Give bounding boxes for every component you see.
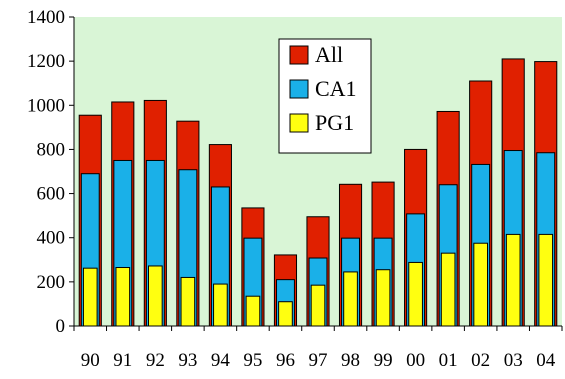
- legend-label-ca1: CA1: [315, 76, 357, 101]
- legend-label-all: All: [315, 42, 343, 67]
- y-tick-label: 200: [37, 272, 66, 293]
- bar-pg1-98: [343, 271, 358, 327]
- x-tick-label: 04: [536, 350, 556, 371]
- bar-pg1-01: [440, 252, 456, 327]
- y-tick-label: 1400: [27, 7, 65, 28]
- x-axis: 90 91 92 93 94 95 96 97 98 99 00 01 02 03 04: [73, 326, 563, 371]
- x-tick-label: 99: [374, 350, 393, 371]
- y-axis: 0 200 400 600 800 1000 1200 1400: [27, 7, 74, 337]
- x-tick-label: 94: [211, 350, 231, 371]
- x-tick-label: 95: [243, 350, 262, 371]
- bar-pg1-91: [115, 267, 131, 327]
- bar-pg1-90: [82, 267, 98, 327]
- bar-pg1-02: [473, 242, 488, 327]
- y-tick-label: 1000: [27, 95, 65, 116]
- y-tick-label: 0: [56, 316, 66, 337]
- x-tick-label: 91: [113, 350, 132, 371]
- bar-pg1-97: [310, 284, 326, 327]
- y-tick-label: 1200: [27, 51, 65, 72]
- legend-label-pg1: PG1: [315, 110, 354, 135]
- bar-pg1-99: [375, 269, 391, 327]
- x-tick-label: 93: [178, 350, 197, 371]
- x-tick-label: 03: [504, 350, 523, 371]
- legend-swatch-all: [289, 45, 309, 65]
- bar-pg1-96: [278, 301, 293, 327]
- bar-pg1-94: [213, 283, 228, 327]
- x-tick-label: 98: [341, 350, 360, 371]
- bar-pg1-00: [408, 261, 423, 327]
- x-tick-label: 90: [81, 350, 100, 371]
- bar-pg1-92: [148, 265, 163, 327]
- x-tick-label: 92: [146, 350, 165, 371]
- legend-swatch-ca1: [289, 79, 309, 99]
- y-tick-label: 800: [37, 139, 66, 160]
- bar-pg1-95: [245, 295, 261, 327]
- y-tick-label: 600: [37, 184, 66, 205]
- bar-pg1-93: [180, 276, 196, 327]
- legend-swatch-pg1: [289, 113, 309, 133]
- x-tick-label: 00: [406, 350, 425, 371]
- x-tick-label: 02: [471, 350, 490, 371]
- y-tick-label: 400: [37, 228, 66, 249]
- bar-pg1-03: [505, 233, 521, 327]
- x-tick-label: 01: [439, 350, 458, 371]
- legend: All CA1 PG1: [278, 38, 372, 154]
- x-tick-label: 97: [309, 350, 328, 371]
- bar-pg1-04: [538, 233, 554, 327]
- x-tick-label: 96: [276, 350, 295, 371]
